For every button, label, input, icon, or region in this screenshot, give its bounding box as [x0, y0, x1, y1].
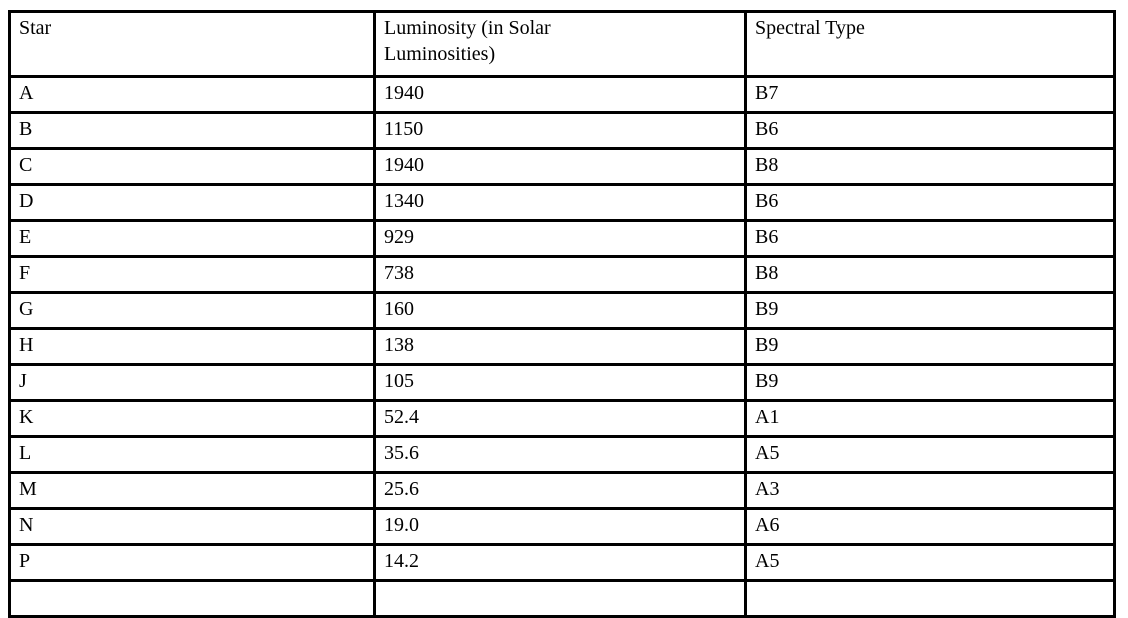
column-header-luminosity: Luminosity (in Solar Luminosities) [373, 10, 747, 78]
luminosity-cell: 1340 [373, 183, 747, 222]
luminosity-cell: 52.4 [373, 399, 747, 438]
luminosity-cell: 19.0 [373, 507, 747, 546]
luminosity-cell: 35.6 [373, 435, 747, 474]
table-row: J 105 B9 [8, 363, 1116, 402]
star-cell: D [8, 183, 376, 222]
spectral-type-cell: A3 [744, 471, 1116, 510]
spectral-type-cell: B8 [744, 255, 1116, 294]
star-cell: H [8, 327, 376, 366]
luminosity-cell: 929 [373, 219, 747, 258]
luminosity-cell: 25.6 [373, 471, 747, 510]
spectral-type-cell: B6 [744, 219, 1116, 258]
table-row: D 1340 B6 [8, 183, 1116, 222]
star-cell: M [8, 471, 376, 510]
star-luminosity-table: Star Luminosity (in Solar Luminosities) … [8, 10, 1116, 618]
spectral-type-cell: B9 [744, 363, 1116, 402]
luminosity-cell: 105 [373, 363, 747, 402]
luminosity-cell: 14.2 [373, 543, 747, 582]
star-cell: B [8, 111, 376, 150]
table-row: P 14.2 A5 [8, 543, 1116, 582]
spectral-type-cell: A6 [744, 507, 1116, 546]
table-row: E 929 B6 [8, 219, 1116, 258]
table-row: C 1940 B8 [8, 147, 1116, 186]
table-row: A 1940 B7 [8, 75, 1116, 114]
luminosity-cell: 1940 [373, 75, 747, 114]
star-cell: G [8, 291, 376, 330]
star-cell: F [8, 255, 376, 294]
star-cell: L [8, 435, 376, 474]
table-row: L 35.6 A5 [8, 435, 1116, 474]
table-row: H 138 B9 [8, 327, 1116, 366]
column-header-star: Star [8, 10, 376, 78]
table-row: N 19.0 A6 [8, 507, 1116, 546]
column-header-star-label: Star [19, 17, 52, 39]
star-cell: A [8, 75, 376, 114]
spectral-type-cell: B6 [744, 111, 1116, 150]
luminosity-cell: 160 [373, 291, 747, 330]
spectral-type-cell: A1 [744, 399, 1116, 438]
spectral-type-cell: A5 [744, 543, 1116, 582]
column-header-luminosity-line1: Luminosity (in Solar [384, 17, 551, 39]
star-cell: K [8, 399, 376, 438]
star-cell: P [8, 543, 376, 582]
luminosity-cell: 138 [373, 327, 747, 366]
star-cell: N [8, 507, 376, 546]
table-row: K 52.4 A1 [8, 399, 1116, 438]
table-row: F 738 B8 [8, 255, 1116, 294]
star-cell: C [8, 147, 376, 186]
luminosity-cell: 1940 [373, 147, 747, 186]
table-row: G 160 B9 [8, 291, 1116, 330]
luminosity-cell: 738 [373, 255, 747, 294]
table-row: B 1150 B6 [8, 111, 1116, 150]
spectral-type-cell: B8 [744, 147, 1116, 186]
table-row: M 25.6 A3 [8, 471, 1116, 510]
column-header-spectral-type: Spectral Type [744, 10, 1116, 78]
spectral-type-cell: B9 [744, 291, 1116, 330]
header-row: Star Luminosity (in Solar Luminosities) … [8, 10, 1116, 78]
spectral-type-cell: B9 [744, 327, 1116, 366]
spectral-type-cell: A5 [744, 435, 1116, 474]
star-cell: E [8, 219, 376, 258]
star-cell: J [8, 363, 376, 402]
luminosity-cell: 1150 [373, 111, 747, 150]
column-header-spectral-type-label: Spectral Type [755, 17, 865, 39]
column-header-luminosity-line2: Luminosities) [384, 43, 496, 65]
spectral-type-cell: B7 [744, 75, 1116, 114]
spectral-type-cell: B6 [744, 183, 1116, 222]
